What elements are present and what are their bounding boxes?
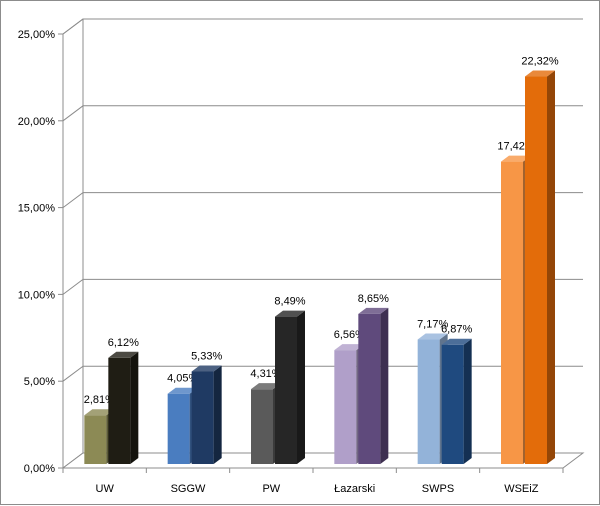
bar — [84, 415, 107, 464]
bar — [191, 371, 214, 464]
bar-top — [525, 70, 555, 77]
bar — [525, 76, 547, 464]
data-label: 2,81% — [84, 394, 115, 406]
bar-top — [334, 344, 365, 351]
x-tick-label: SGGW — [171, 483, 206, 495]
y-tick-label: 10,00% — [18, 289, 56, 301]
data-label: 8,65% — [358, 293, 389, 305]
x-tick-label: Łazarski — [334, 483, 375, 495]
gridline — [62, 18, 583, 35]
bar-side — [130, 351, 139, 464]
bar-side — [547, 70, 555, 464]
bar-top — [84, 409, 115, 416]
gridline — [62, 365, 583, 382]
y-tick-label: 15,00% — [18, 203, 56, 215]
bar-top — [501, 155, 531, 162]
x-tick-label: PW — [262, 483, 280, 495]
y-tick-label: 5,00% — [24, 376, 55, 388]
data-label: 7,17% — [417, 319, 448, 331]
data-label: 6,12% — [108, 337, 139, 349]
data-label: 5,33% — [191, 350, 222, 362]
data-label: 8,49% — [274, 296, 305, 308]
data-label: 4,31% — [250, 368, 281, 380]
back-wall-top-edge — [62, 18, 583, 35]
bar-top — [251, 383, 281, 390]
gridline — [62, 278, 583, 295]
bar — [167, 393, 190, 464]
gridline — [62, 105, 583, 122]
y-tick-label: 25,00% — [18, 29, 56, 41]
bar-side — [463, 338, 472, 464]
bar-top — [108, 351, 139, 358]
data-label: 22,32% — [521, 56, 559, 68]
bar-top — [191, 365, 222, 372]
x-tick-label: WSEiZ — [504, 483, 539, 495]
x-tick-label: UW — [96, 483, 115, 495]
bar — [334, 350, 357, 464]
bar — [417, 339, 440, 464]
bar-side — [213, 365, 222, 464]
data-label: 6,56% — [334, 329, 365, 341]
bar-top — [441, 338, 472, 345]
bar-top — [167, 387, 198, 394]
x-tick-label: SWPS — [422, 483, 454, 495]
data-label: 4,05% — [167, 373, 198, 385]
bar — [275, 316, 297, 464]
bar-top — [275, 310, 305, 317]
bar — [358, 313, 381, 464]
bar — [251, 389, 273, 464]
bar — [441, 344, 464, 464]
bar — [108, 357, 131, 464]
bar-top — [417, 333, 448, 340]
bar — [501, 161, 523, 464]
bar-side — [380, 307, 389, 464]
y-tick-label: 20,00% — [18, 116, 56, 128]
bar-side — [297, 310, 305, 464]
bar-top — [358, 307, 389, 314]
y-tick-label: 0,00% — [24, 463, 55, 475]
data-label: 6,87% — [441, 324, 472, 336]
gridline — [62, 192, 583, 209]
